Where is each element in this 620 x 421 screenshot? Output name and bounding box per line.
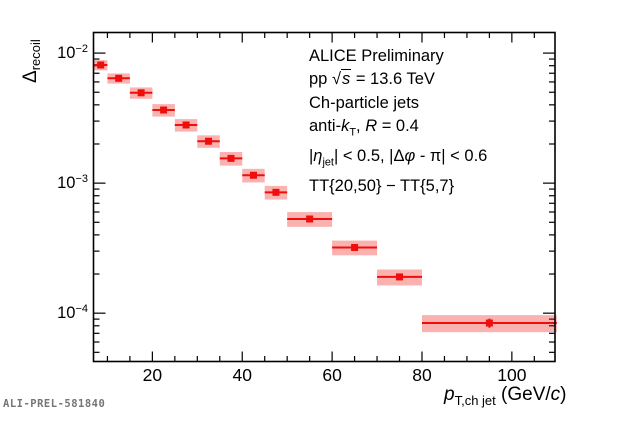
y-tick-label-base: 10 (57, 44, 76, 63)
text-segment: ) (560, 384, 567, 405)
legend-line: anti-kT, R = 0.4 (309, 115, 487, 145)
text-segment: anti- (309, 116, 342, 135)
y-tick-label: 10−4 (44, 303, 88, 323)
legend-line: ALICE Preliminary (309, 45, 487, 68)
figure-id-watermark: ALI-PREL-581840 (3, 398, 106, 410)
text-segment: s (341, 69, 352, 89)
text-segment: Ch-particle jets (309, 93, 420, 112)
y-tick-label-base: 10 (57, 304, 76, 323)
data-point-marker (306, 215, 314, 223)
x-tick-label: 80 (412, 365, 432, 385)
text-segment: c (550, 384, 561, 405)
legend-line: TT{20,50} − TT{5,7} (309, 175, 487, 198)
x-tick-label: 60 (322, 365, 342, 385)
x-tick-label: 100 (497, 365, 527, 385)
text-segment: | < 0.5, |Δ (333, 146, 405, 165)
text-segment: p (444, 384, 455, 405)
y-tick-label: 10−3 (44, 173, 88, 193)
y-tick-label-exponent: −4 (75, 303, 88, 316)
text-segment: = 0.4 (377, 116, 419, 135)
legend-line: |ηjet| < 0.5, |Δφ - π| < 0.6 (309, 145, 487, 175)
text-segment: φ (404, 146, 416, 165)
text-segment: recoil (28, 39, 43, 71)
text-segment: , (356, 116, 366, 135)
y-axis-title: Δrecoil (20, 9, 44, 83)
text-segment: η (313, 146, 323, 165)
legend-line: Ch-particle jets (309, 92, 487, 115)
text-segment: k (341, 116, 350, 135)
x-axis-title: pT,ch jet (GeV/c) (444, 384, 567, 408)
y-tick-label-exponent: −2 (75, 43, 88, 56)
data-point-marker (160, 106, 168, 114)
data-point-marker (351, 243, 359, 251)
text-segment: T (349, 126, 357, 139)
data-point-marker (227, 154, 235, 162)
plot-frame (92, 31, 556, 363)
text-segment: (GeV/ (495, 384, 551, 405)
text-segment: | (309, 146, 314, 165)
text-segment: pp (309, 70, 332, 89)
data-point-marker (182, 121, 190, 129)
data-point-marker (115, 74, 123, 82)
x-tick-label: 20 (142, 365, 163, 385)
data-point-marker (272, 188, 280, 196)
text-segment: jet (322, 156, 334, 169)
data-point-marker (485, 319, 493, 327)
data-point-marker (249, 171, 257, 179)
x-tick-label: 40 (232, 365, 252, 385)
text-segment: T,ch jet (454, 393, 496, 408)
text-segment: R (365, 116, 378, 135)
data-point-marker (205, 137, 213, 145)
data-point-marker (396, 273, 404, 281)
legend: ALICE Preliminary pp √s = 13.6 TeV Ch-part… (309, 45, 487, 198)
data-point-marker (137, 89, 145, 97)
y-tick-label: 10−2 (44, 43, 88, 63)
text-segment: = 13.6 TeV (351, 70, 435, 89)
text-segment: - π| < 0.6 (415, 146, 488, 165)
text-segment: Δ (20, 70, 41, 83)
y-tick-label-exponent: −3 (75, 173, 88, 186)
legend-line: pp √s = 13.6 TeV (309, 68, 487, 91)
text-segment: √ (331, 70, 341, 89)
text-segment: TT{20,50} − TT{5,7} (309, 176, 455, 195)
text-segment: ALICE Preliminary (309, 47, 444, 65)
y-tick-label-base: 10 (57, 174, 76, 193)
data-point-marker (97, 61, 105, 69)
